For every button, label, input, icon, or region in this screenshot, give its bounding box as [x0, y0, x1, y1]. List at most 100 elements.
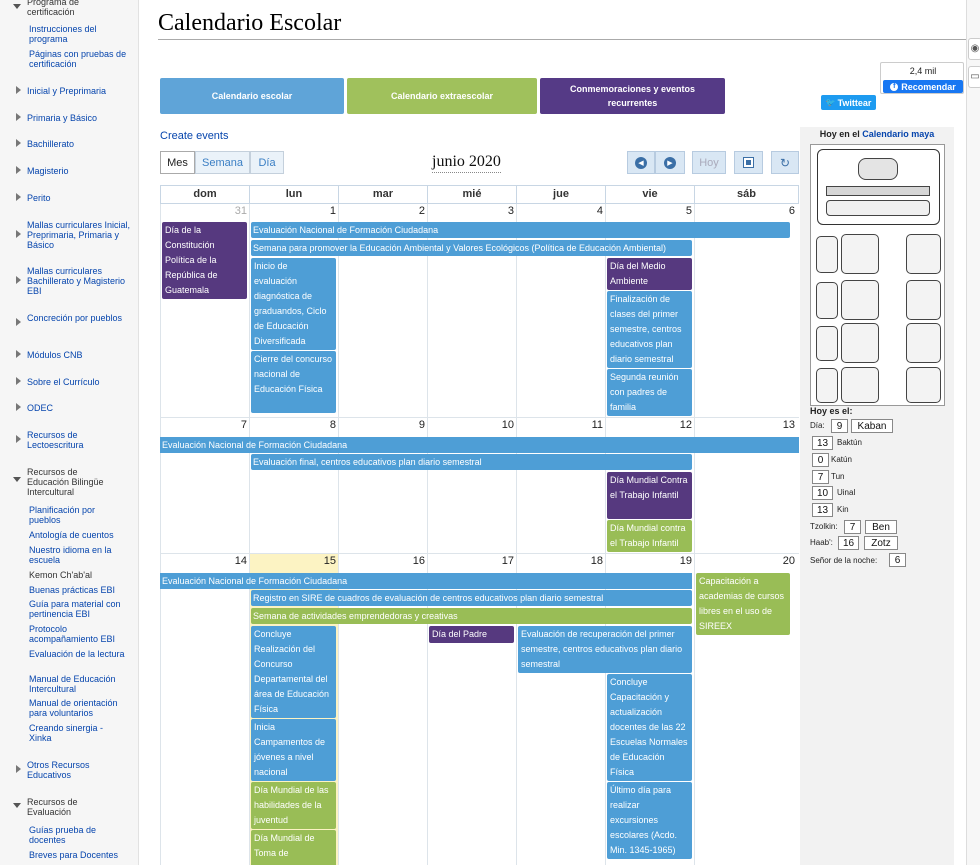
sidebar-sub-ebi-current[interactable]: Kemon Ch'ab'al — [29, 570, 92, 580]
expand-arrow-icon[interactable] — [16, 193, 21, 201]
expand-arrow-icon[interactable] — [16, 139, 21, 147]
day-cell[interactable]: 10 — [427, 418, 516, 554]
sidebar-item-otros-recursos[interactable]: Otros Recursos Educativos — [27, 760, 90, 780]
day-cell[interactable]: 11 — [516, 418, 605, 554]
view-week-button[interactable]: Semana — [195, 151, 250, 174]
calendar-event[interactable]: Evaluación final, centros educativos pla… — [251, 454, 692, 470]
view-day-button[interactable]: Día — [250, 151, 284, 174]
calendar-event[interactable]: Día Mundial de las habilidades de la juv… — [251, 782, 336, 829]
day-cell[interactable]: 1 — [249, 204, 338, 418]
sidebar-item-magisterio[interactable]: Magisterio — [27, 166, 69, 176]
next-month-button[interactable]: ▶ — [655, 151, 685, 174]
calendar-event[interactable]: Último día para realizar excursiones esc… — [607, 782, 692, 859]
calendar-event[interactable]: Semana de actividades emprendedoras y cr… — [251, 608, 692, 624]
day-cell[interactable]: 5 — [605, 204, 694, 418]
eye-icon[interactable]: ◉ — [968, 38, 980, 60]
sidebar-sub-ebi[interactable]: Planificación por pueblos — [29, 505, 96, 525]
calendar-event[interactable]: Día Mundial de Toma de — [251, 830, 336, 865]
day-cell[interactable]: 20 — [694, 554, 799, 865]
agenda-button[interactable] — [734, 151, 763, 174]
sidebar-item-mallas-inicial[interactable]: Mallas curriculares Inicial, Preprimaria… — [27, 220, 131, 250]
view-month-button[interactable]: Mes — [160, 151, 195, 174]
tab-conmemoraciones[interactable]: Conmemoraciones y eventos recurrentes — [540, 78, 725, 114]
expand-arrow-icon[interactable] — [16, 276, 21, 284]
today-button[interactable]: Hoy — [692, 151, 726, 174]
sidebar-item-curriculo[interactable]: Sobre el Currículo — [27, 377, 100, 387]
calendar-event[interactable]: Finalización de clases del primer semest… — [607, 291, 692, 368]
day-cell[interactable]: 19 — [605, 554, 694, 865]
sidebar-sub-paginas-pruebas[interactable]: Páginas con pruebas de certificación — [29, 49, 127, 69]
sidebar-item-odec[interactable]: ODEC — [27, 403, 54, 413]
day-cell[interactable]: 13 — [694, 418, 799, 554]
day-cell[interactable]: 9 — [338, 418, 427, 554]
calendar-event[interactable]: Inicia Campamentos de jóvenes a nivel na… — [251, 719, 336, 781]
day-cell[interactable]: 31 — [160, 204, 249, 418]
expand-arrow-icon[interactable] — [16, 318, 21, 326]
expand-arrow-icon[interactable] — [16, 435, 21, 443]
sidebar-item-bachillerato[interactable]: Bachillerato — [27, 139, 75, 149]
day-cell[interactable]: 16 — [338, 554, 427, 865]
calendar-event[interactable]: Concluye Capacitación y actualización do… — [607, 674, 692, 781]
sidebar-sub-ebi[interactable]: Creando sinergia - Xinka — [29, 723, 104, 743]
expand-arrow-icon[interactable] — [16, 86, 21, 94]
day-cell[interactable]: 14 — [160, 554, 249, 865]
collapse-arrow-icon[interactable] — [13, 803, 21, 808]
sidebar-item-modulos-cnb[interactable]: Módulos CNB — [27, 350, 83, 360]
calendar-event[interactable]: Día del Medio Ambiente — [607, 258, 692, 290]
calendar-event[interactable]: Registro en SIRE de cuadros de evaluació… — [251, 590, 692, 606]
sidebar-item-lectoescritura[interactable]: Recursos de Lectoescritura — [27, 430, 84, 450]
sidebar-item-mallas-bachillerato[interactable]: Mallas curriculares Bachillerato y Magis… — [27, 266, 126, 296]
day-cell[interactable]: 17 — [427, 554, 516, 865]
calendar-event[interactable]: Día Mundial contra el Trabajo Infantil — [607, 520, 692, 552]
tab-calendario-extraescolar[interactable]: Calendario extraescolar — [347, 78, 537, 114]
day-cell[interactable]: 18 — [516, 554, 605, 865]
sidebar-sub-eval[interactable]: Guías prueba de docentes — [29, 825, 97, 845]
twitter-button[interactable]: 🐦 Twittear — [821, 95, 876, 110]
sidebar-sub-ebi[interactable]: Nuestro idioma en la escuela — [29, 545, 112, 565]
create-events-link[interactable]: Create events — [160, 130, 229, 142]
calendar-event[interactable]: Capacitación a academias de cursos libre… — [696, 573, 790, 635]
day-cell[interactable]: 7 — [160, 418, 249, 554]
calendar-event[interactable]: Evaluación de recuperación del primer se… — [518, 626, 692, 673]
expand-arrow-icon[interactable] — [16, 377, 21, 385]
day-cell[interactable]: 2 — [338, 204, 427, 418]
sidebar-sub-ebi[interactable]: Guía para material con pertinencia EBI — [29, 599, 121, 619]
sidebar-sub-ebi[interactable]: Antología de cuentos — [29, 530, 114, 540]
calendar-event[interactable]: Evaluación Nacional de Formación Ciudada… — [251, 222, 790, 238]
calendar-event[interactable]: Día de la Constitución Política de la Re… — [162, 222, 247, 299]
expand-arrow-icon[interactable] — [16, 166, 21, 174]
tab-calendario-escolar[interactable]: Calendario escolar — [160, 78, 344, 114]
calendar-event[interactable]: Día Mundial Contra el Trabajo Infantil — [607, 472, 692, 519]
day-cell[interactable]: 8 — [249, 418, 338, 554]
sidebar-section-ebi[interactable]: Recursos de Educación Bilingüe Intercult… — [27, 467, 104, 497]
maya-calendar-link[interactable]: Calendario maya — [862, 129, 935, 139]
expand-arrow-icon[interactable] — [16, 765, 21, 773]
expand-arrow-icon[interactable] — [16, 350, 21, 358]
expand-arrow-icon[interactable] — [16, 230, 21, 238]
calendar-event[interactable]: Semana para promover la Educación Ambien… — [251, 240, 692, 256]
refresh-button[interactable]: ↻ — [771, 151, 799, 174]
sidebar-item-primaria[interactable]: Primaria y Básico — [27, 113, 98, 123]
calendar-event[interactable]: Concluye Realización del Concurso Depart… — [251, 626, 336, 718]
calendar-event[interactable]: Cierre del concurso nacional de Educació… — [251, 351, 336, 413]
facebook-recommend-button[interactable]: f Recomendar — [883, 80, 963, 93]
calendar-event[interactable]: Evaluación Nacional de Formación Ciudada… — [160, 573, 692, 589]
calendar-event[interactable]: Segunda reunión con padres de familia — [607, 369, 692, 416]
calendar-event[interactable]: Inicio de evaluación diagnóstica de grad… — [251, 258, 336, 350]
prev-month-button[interactable]: ◀ — [627, 151, 655, 174]
calendar-event[interactable]: Evaluación Nacional de Formación Ciudada… — [160, 437, 799, 453]
collapse-arrow-icon[interactable] — [13, 4, 21, 9]
calendar-event[interactable]: Día del Padre — [429, 626, 514, 643]
sidebar-sub-instrucciones[interactable]: Instrucciones del programa — [29, 24, 97, 44]
sidebar-sub-ebi[interactable]: Evaluación de la lectura — [29, 649, 125, 659]
sidebar-sub-ebi[interactable]: Manual de Educación Intercultural — [29, 674, 116, 694]
collapse-arrow-icon[interactable] — [13, 477, 21, 482]
day-cell[interactable]: 3 — [427, 204, 516, 418]
day-cell[interactable]: 4 — [516, 204, 605, 418]
day-cell[interactable]: 12 — [605, 418, 694, 554]
day-cell[interactable]: 6 — [694, 204, 799, 418]
sidebar-item-concrecion[interactable]: Concreción por pueblos — [27, 313, 123, 323]
sidebar-sub-ebi[interactable]: Manual de orientación para voluntarios — [29, 698, 118, 718]
sidebar-sub-ebi[interactable]: Protocolo acompañamiento EBI — [29, 624, 116, 644]
sidebar-sub-eval[interactable]: Breves para Docentes — [29, 850, 119, 860]
